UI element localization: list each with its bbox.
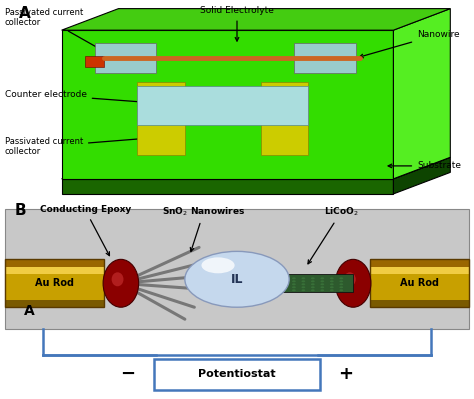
Text: Nanowire: Nanowire: [359, 30, 460, 58]
Ellipse shape: [311, 286, 315, 288]
Bar: [370, 259, 469, 307]
Text: LiCoO$_2$: LiCoO$_2$: [308, 205, 359, 264]
Ellipse shape: [301, 277, 305, 279]
Ellipse shape: [301, 289, 305, 291]
Ellipse shape: [339, 280, 343, 282]
Bar: [5, 267, 104, 274]
Bar: [137, 86, 308, 125]
Ellipse shape: [320, 289, 324, 291]
Polygon shape: [62, 179, 393, 194]
FancyBboxPatch shape: [154, 359, 320, 390]
Ellipse shape: [330, 286, 334, 288]
Ellipse shape: [283, 283, 286, 285]
Ellipse shape: [103, 259, 138, 307]
Text: IL: IL: [231, 273, 243, 286]
Bar: [5, 300, 104, 307]
Polygon shape: [62, 157, 450, 179]
Ellipse shape: [283, 280, 286, 282]
Bar: [370, 267, 469, 274]
Bar: [5, 259, 104, 267]
Polygon shape: [393, 157, 450, 194]
Bar: [95, 43, 156, 73]
Ellipse shape: [339, 289, 343, 291]
Text: Passivated current
collector: Passivated current collector: [5, 8, 112, 56]
Ellipse shape: [292, 289, 296, 291]
Ellipse shape: [339, 277, 343, 279]
Ellipse shape: [311, 283, 315, 285]
Text: Counter electrode: Counter electrode: [5, 90, 157, 105]
Ellipse shape: [330, 289, 334, 291]
Ellipse shape: [283, 277, 286, 279]
Ellipse shape: [320, 286, 324, 288]
Bar: [370, 267, 469, 300]
Ellipse shape: [292, 277, 296, 279]
Text: A: A: [19, 6, 31, 22]
Bar: [5, 259, 104, 307]
Ellipse shape: [330, 280, 334, 282]
Bar: [370, 300, 469, 307]
Ellipse shape: [301, 286, 305, 288]
Polygon shape: [62, 30, 393, 179]
Bar: [280, 275, 353, 292]
Text: Potentiostat: Potentiostat: [198, 369, 276, 379]
Text: SnO$_2$ Nanowires: SnO$_2$ Nanowires: [162, 205, 246, 251]
Polygon shape: [393, 9, 450, 179]
Ellipse shape: [283, 289, 286, 291]
Bar: [5, 209, 469, 329]
Ellipse shape: [320, 277, 324, 279]
Text: Passivated current
collector: Passivated current collector: [5, 137, 147, 156]
Ellipse shape: [292, 280, 296, 282]
Ellipse shape: [330, 283, 334, 285]
Text: −: −: [120, 365, 136, 383]
Bar: [370, 259, 469, 267]
Text: A: A: [24, 304, 35, 318]
Ellipse shape: [311, 289, 315, 291]
Bar: [294, 43, 356, 73]
Ellipse shape: [201, 257, 235, 273]
Ellipse shape: [330, 277, 334, 279]
Ellipse shape: [320, 283, 324, 285]
Ellipse shape: [339, 286, 343, 288]
Bar: [261, 82, 308, 155]
Text: B: B: [14, 203, 26, 219]
Ellipse shape: [339, 283, 343, 285]
Ellipse shape: [301, 280, 305, 282]
Ellipse shape: [111, 273, 123, 286]
Text: Au Rod: Au Rod: [400, 278, 439, 288]
Text: Conducting Epoxy: Conducting Epoxy: [40, 205, 131, 256]
Text: Substrate: Substrate: [388, 162, 461, 170]
Ellipse shape: [292, 286, 296, 288]
Text: +: +: [338, 365, 354, 383]
Text: Au Rod: Au Rod: [35, 278, 74, 288]
Ellipse shape: [320, 280, 324, 282]
Polygon shape: [62, 9, 450, 30]
Bar: [85, 56, 104, 67]
Ellipse shape: [283, 286, 286, 288]
Ellipse shape: [311, 277, 315, 279]
Ellipse shape: [311, 280, 315, 282]
Ellipse shape: [292, 283, 296, 285]
Ellipse shape: [336, 259, 371, 307]
Ellipse shape: [301, 283, 305, 285]
Bar: [5, 267, 104, 300]
Ellipse shape: [185, 251, 289, 307]
Bar: [137, 82, 185, 155]
Text: Solid Electrolyte: Solid Electrolyte: [200, 6, 274, 41]
Ellipse shape: [344, 273, 356, 286]
